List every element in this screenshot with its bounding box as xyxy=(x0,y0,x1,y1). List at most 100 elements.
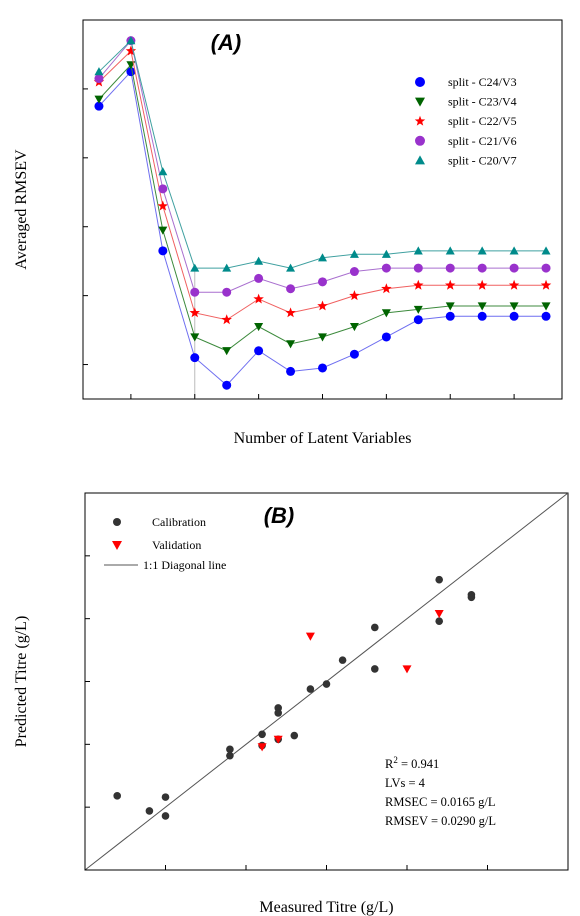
series-4-point xyxy=(445,263,455,273)
series-1-point xyxy=(94,101,104,111)
series-3-point xyxy=(349,290,360,301)
series-3-point xyxy=(221,314,232,325)
calibration-point xyxy=(274,709,283,717)
validation-point xyxy=(257,743,267,752)
series-2-point xyxy=(477,302,487,311)
chart-b-x-axis-label: Measured Titre (g/L) xyxy=(259,899,393,916)
legend-validation-marker xyxy=(112,541,122,550)
series-1-point xyxy=(413,315,423,325)
series-1-point xyxy=(254,346,264,356)
legend-label-5: split - C20/V7 xyxy=(448,153,517,167)
series-2-point xyxy=(254,323,264,332)
r-squared-superscript: 2 xyxy=(393,755,398,765)
chart-a-y-axis-label: Averaged RMSEV xyxy=(13,149,30,270)
series-2-point xyxy=(413,305,423,314)
series-5-point xyxy=(254,256,264,265)
series-4-point xyxy=(541,263,551,273)
calibration-point xyxy=(322,680,331,688)
series-2-point xyxy=(381,309,391,318)
series-2-point xyxy=(94,95,104,104)
chart-b-panel-label: (B) xyxy=(264,503,295,528)
series-3-point xyxy=(381,283,392,294)
calibration-point xyxy=(435,575,444,584)
calibration-point xyxy=(145,807,154,815)
series-1-point xyxy=(222,380,232,390)
calibration-point xyxy=(371,665,379,673)
legend-label-2: split - C23/V4 xyxy=(448,95,517,109)
series-5-point xyxy=(158,167,168,176)
validation-point xyxy=(305,632,315,641)
legend-marker-1 xyxy=(415,77,425,87)
chart-b-legend: Calibration Validation 1:1 Diagonal line xyxy=(104,515,226,572)
calibration-point xyxy=(113,792,121,800)
calibration-point xyxy=(306,685,315,693)
series-4-point xyxy=(318,277,327,287)
calibration-point xyxy=(226,751,234,760)
series-1-point xyxy=(158,246,168,256)
r-squared-text: R2 = 0.941 xyxy=(385,755,439,771)
series-4-point xyxy=(286,284,296,294)
legend-label-1: split - C24/V3 xyxy=(448,75,517,89)
chart-b-ticks xyxy=(84,492,569,871)
legend-diagonal-label: 1:1 Diagonal line xyxy=(143,558,226,572)
calibration-point xyxy=(338,656,347,664)
series-2-point xyxy=(509,302,519,311)
chart-b-y-axis-label: Predicted Titre (g/L) xyxy=(13,616,30,748)
series-4-point xyxy=(190,287,200,297)
series-2-point xyxy=(318,333,327,342)
calibration-point xyxy=(258,730,266,739)
series-1-point xyxy=(349,349,359,359)
chart-a-ticks xyxy=(83,19,515,399)
series-5-point xyxy=(222,263,232,272)
series-4-point xyxy=(94,74,104,84)
legend-calibration-marker xyxy=(113,518,121,526)
series-5-point xyxy=(541,246,551,255)
series-2-point xyxy=(222,347,232,356)
series-1-point xyxy=(477,311,487,321)
chart-a-x-axis-label: Number of Latent Variables xyxy=(234,430,412,447)
series-3-point xyxy=(157,200,169,211)
series-4-point xyxy=(477,263,487,273)
validation-point xyxy=(434,610,444,619)
series-3-point xyxy=(317,300,328,311)
series-5-point xyxy=(94,67,104,76)
legend-marker-5 xyxy=(415,155,425,165)
series-3-point xyxy=(125,45,137,56)
series-5-point xyxy=(190,263,200,272)
calibration-point xyxy=(371,623,379,632)
series-3-point xyxy=(445,279,456,290)
chart-b: Measured Titre (g/L) Predicted Titre (g/… xyxy=(13,492,569,916)
series-4-point xyxy=(349,267,359,277)
series-5-point xyxy=(509,246,519,255)
series-4-point xyxy=(509,263,519,273)
series-1-point xyxy=(286,366,296,376)
series-1-point xyxy=(541,311,551,321)
legend-label-3: split - C22/V5 xyxy=(448,114,517,128)
rmsec-text: RMSEC = 0.0165 g/L xyxy=(385,795,496,809)
series-1-point xyxy=(509,311,519,321)
calibration-point xyxy=(161,812,170,820)
series-3-point xyxy=(285,307,296,318)
series-2-point xyxy=(190,333,200,342)
legend-marker-2 xyxy=(415,97,425,107)
chart-a-panel-label: (A) xyxy=(211,30,242,55)
legend-label-4: split - C21/V6 xyxy=(448,134,517,148)
r-squared-prefix: R xyxy=(385,757,394,771)
series-4-point xyxy=(158,184,168,194)
series-2-point xyxy=(158,226,168,235)
calibration-point xyxy=(467,593,476,602)
legend-calibration-label: Calibration xyxy=(152,515,206,529)
series-5-point xyxy=(445,246,455,255)
chart-a: Number of Latent Variables Averaged RMSE… xyxy=(13,19,563,447)
series-4-point xyxy=(413,263,423,273)
chart-a-series-group xyxy=(93,36,552,390)
r-squared-value: = 0.941 xyxy=(398,757,439,771)
series-3-point xyxy=(476,279,488,290)
legend-marker-4 xyxy=(415,135,425,146)
series-5-point xyxy=(318,253,327,262)
series-3-point xyxy=(189,307,200,318)
validation-point xyxy=(402,665,412,674)
series-2-point xyxy=(349,323,359,332)
series-5-point xyxy=(126,36,136,45)
